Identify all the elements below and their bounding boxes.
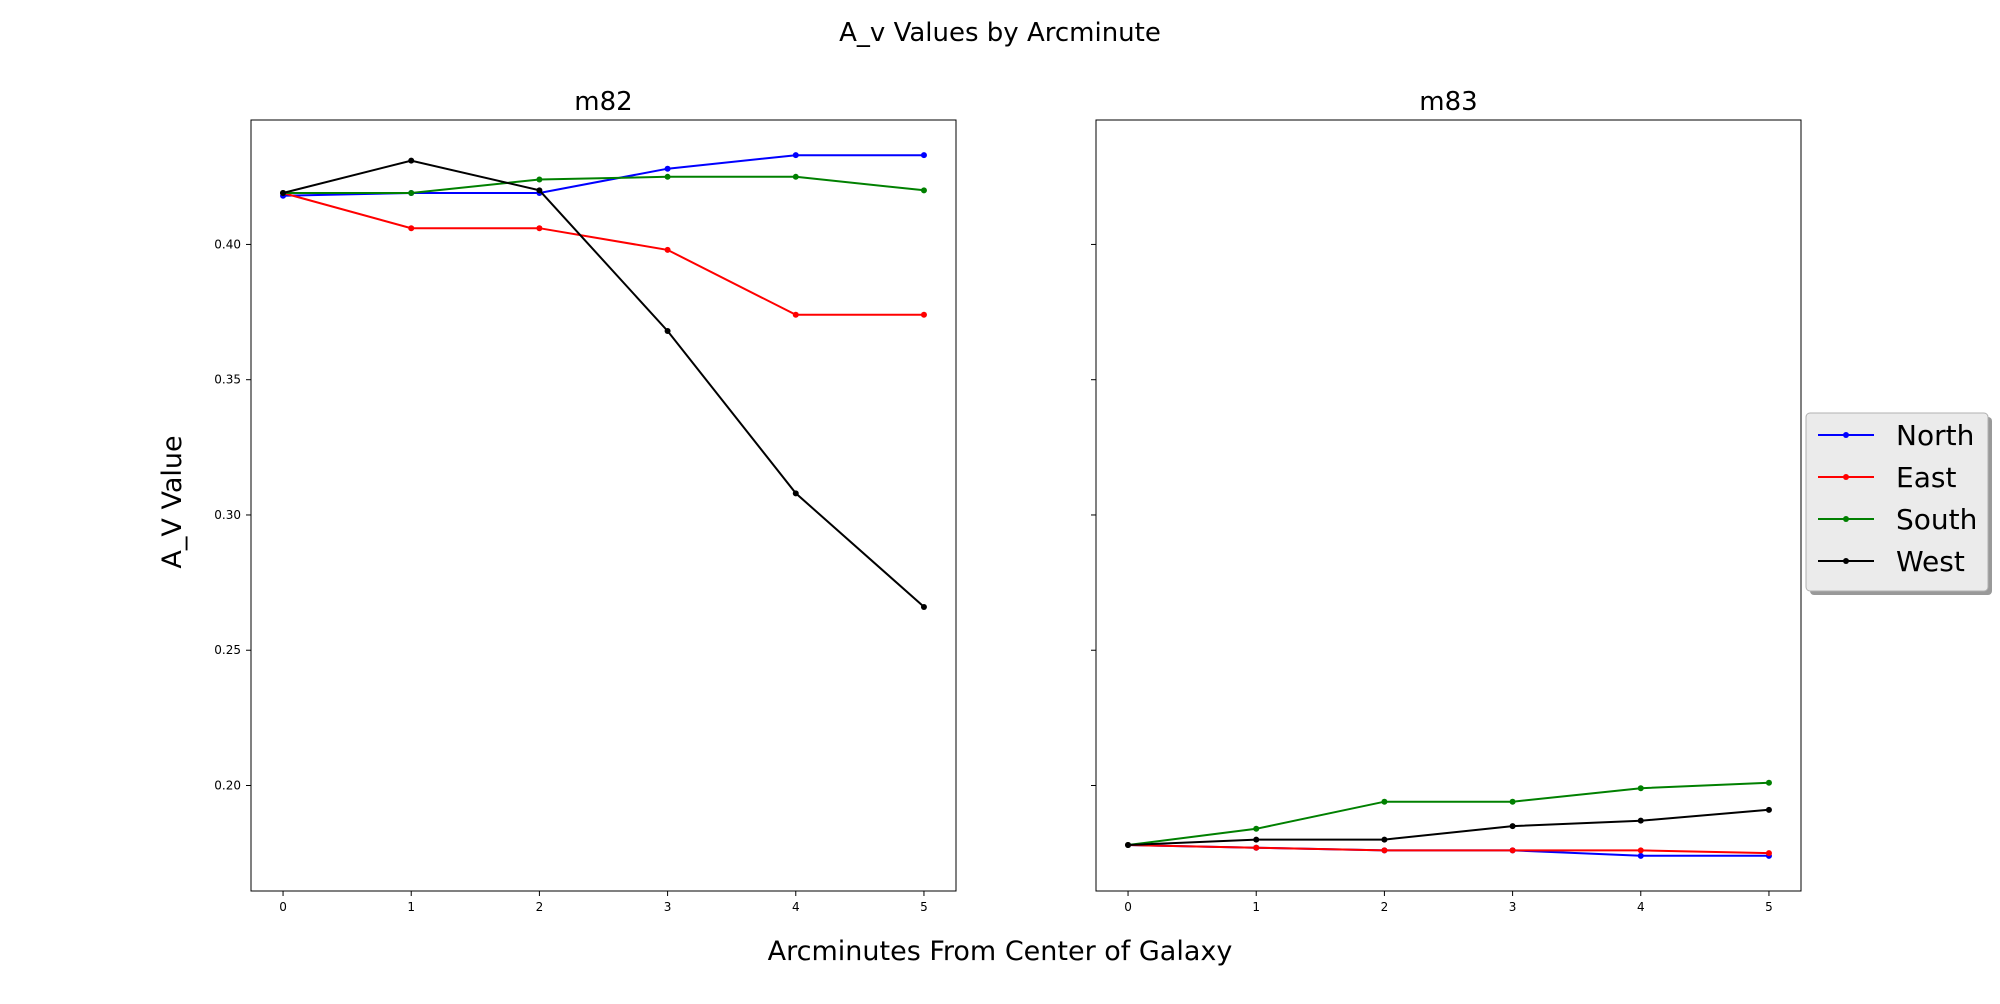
data-point-east [792,311,799,318]
panels: m82 0 1 2 3 4 5 0.20 0.25 0.30 0.35 0.40 m83 0 1 2 3 4 5 [214,87,1802,914]
y-tick-label: 0.30 [214,508,241,522]
legend-entry-east: East [1818,461,1956,494]
x-tick-label: 4 [1637,900,1645,914]
x-tick-label: 2 [536,900,544,914]
axes-frame [250,119,957,892]
legend-box [1805,412,1989,592]
data-point-south [408,190,415,197]
series-south [280,173,927,197]
x-tick-label: 5 [920,900,928,914]
x-tick-label: 0 [279,900,287,914]
y-axis-label: A_V Value [157,435,188,568]
data-point-north [792,152,799,159]
y-tick-label: 0.35 [214,373,241,387]
data-point-south [920,187,927,194]
x-tick-label: 1 [407,900,415,914]
series-line-west [1127,808,1770,846]
legend: North East South West [1805,412,1992,595]
panel-m82: m82 0 1 2 3 4 5 0.20 0.25 0.30 0.35 0.40 [214,87,957,914]
series-west [280,157,927,610]
panel-title: m82 [574,87,632,117]
x-tick-label: 1 [1252,900,1260,914]
panel-m83: m83 0 1 2 3 4 5 [1091,87,1802,914]
legend-marker [1843,516,1849,522]
legend-label: South [1896,503,1977,536]
data-point-west [920,603,927,610]
data-point-south [1637,785,1644,792]
series-line-east [282,192,924,316]
data-point-east [1253,844,1260,851]
x-tick-label: 3 [664,900,672,914]
data-point-north [920,152,927,159]
y-tick-label: 0.20 [214,778,241,792]
series-east [1125,842,1772,857]
legend-entry-south: South [1818,503,1977,536]
x-axis-label: Arcminutes From Center of Galaxy [768,936,1233,967]
series-north [280,152,927,199]
legend-marker [1843,432,1849,438]
data-point-south [1509,798,1516,805]
data-point-west [792,490,799,497]
data-point-west [280,190,287,197]
x-tick-label: 0 [1124,900,1132,914]
y-tick-label: 0.25 [214,643,241,657]
data-point-east [1765,850,1772,857]
data-point-west [1765,806,1772,813]
data-point-north [664,165,671,172]
data-point-north [1637,852,1644,859]
data-point-east [920,311,927,318]
legend-entry-north: North [1818,419,1974,452]
x-tick-label: 3 [1509,900,1517,914]
legend-label: East [1896,461,1956,494]
legend-entry-west: West [1818,545,1965,578]
x-tick-label: 4 [792,900,800,914]
data-point-south [792,173,799,180]
legend-marker [1843,474,1849,480]
data-point-south [1765,779,1772,786]
data-point-east [1509,847,1516,854]
series-east [280,190,927,318]
legend-marker [1843,558,1849,564]
series-line-south [283,175,925,194]
figure-title: A_v Values by Arcminute [839,18,1161,48]
data-point-west [664,328,671,335]
series-line-north [282,154,924,197]
data-point-east [664,246,671,253]
data-point-east [408,225,415,232]
data-point-south [536,176,543,183]
data-point-west [536,187,543,194]
y-tick-label: 0.40 [214,237,241,251]
x-tick-label: 5 [1765,900,1773,914]
data-point-west [1381,836,1388,843]
series-line-east [1127,844,1770,855]
axes-frame [1095,119,1802,892]
data-point-west [1253,836,1260,843]
data-point-west [1509,823,1516,830]
data-point-south [1253,825,1260,832]
data-point-west [1637,817,1644,824]
data-point-east [1381,847,1388,854]
series-line-south [1127,781,1770,846]
data-point-south [664,173,671,180]
x-tick-label: 2 [1381,900,1389,914]
data-point-south [1381,798,1388,805]
data-point-east [536,225,543,232]
data-point-west [408,157,415,164]
data-point-east [1637,847,1644,854]
series-south [1125,779,1772,849]
data-point-west [1125,842,1132,849]
panel-title: m83 [1419,87,1477,117]
legend-label: West [1896,545,1965,578]
legend-label: North [1896,419,1974,452]
series-line-west [282,159,925,608]
series-west [1125,806,1772,849]
